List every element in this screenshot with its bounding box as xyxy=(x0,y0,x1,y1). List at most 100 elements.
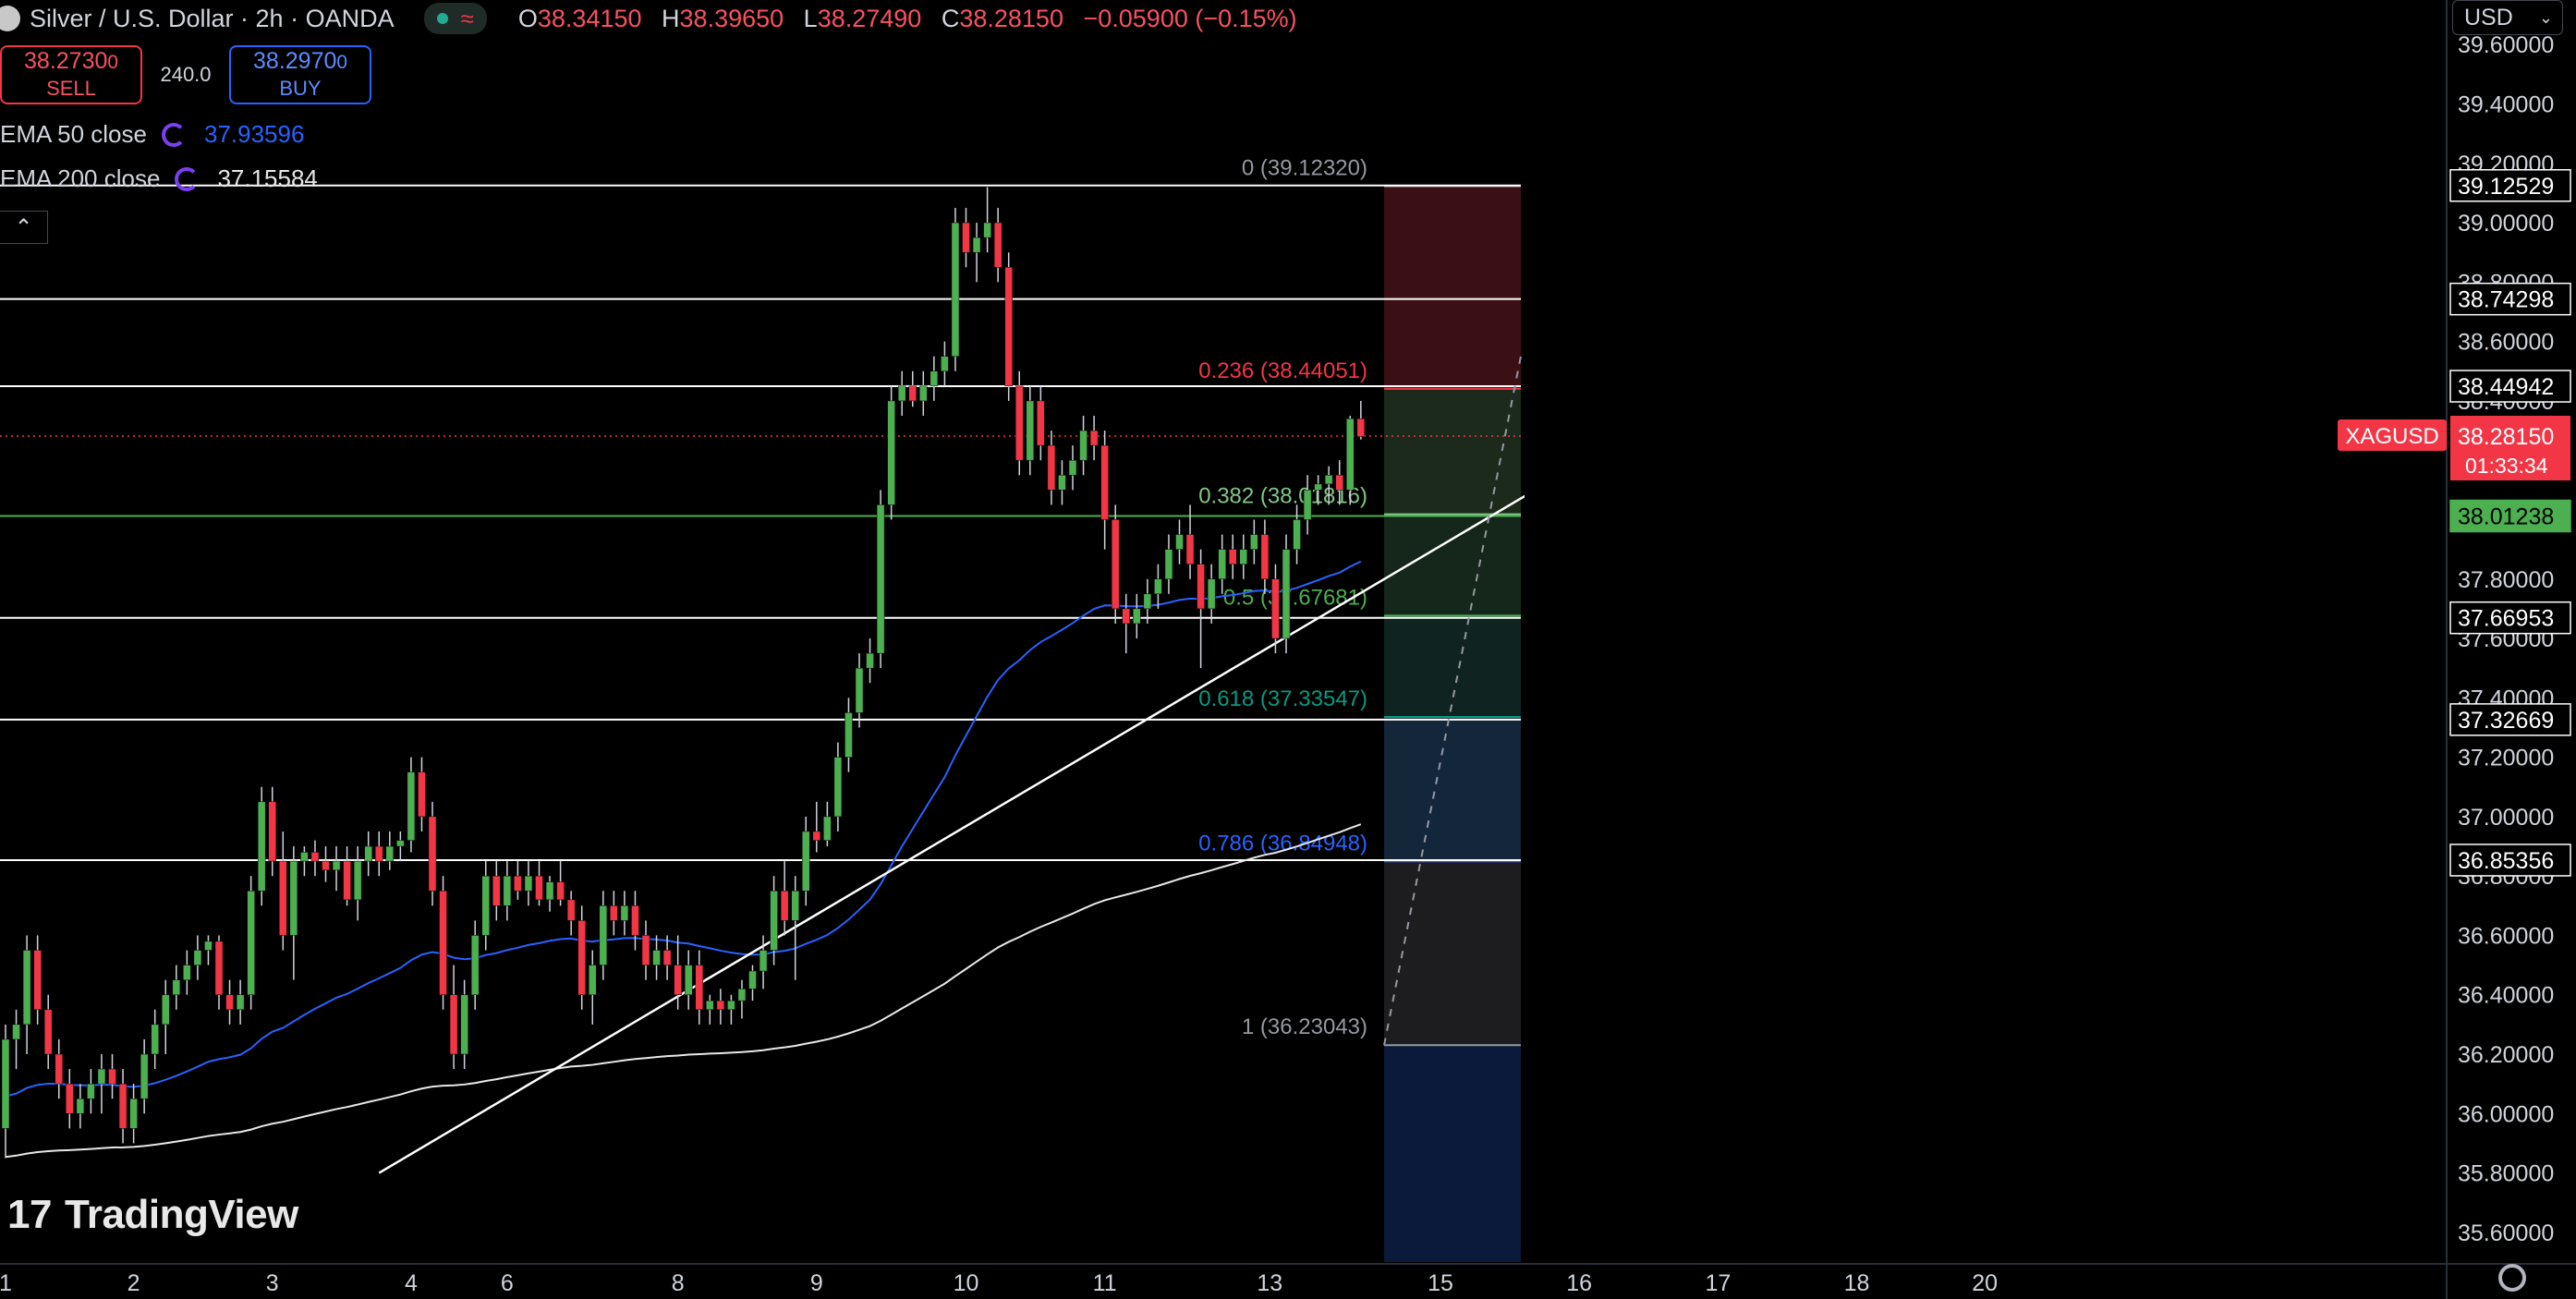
candle xyxy=(12,1024,20,1040)
candle xyxy=(268,801,276,862)
time-tick-label: 16 xyxy=(1566,1270,1592,1296)
tradingview-logo-icon: 17 xyxy=(7,1192,52,1237)
collapse-legend-button[interactable]: ⌃ xyxy=(0,211,48,244)
candle xyxy=(887,400,895,505)
time-tick-label: 6 xyxy=(501,1270,514,1296)
ema50-label: EMA 50 close xyxy=(0,120,147,148)
sell-button[interactable]: 38.27300 SELL xyxy=(0,45,142,104)
time-tick-label: 4 xyxy=(405,1270,418,1296)
candle xyxy=(1026,400,1035,461)
candle xyxy=(1,1038,10,1129)
candle xyxy=(577,920,586,995)
ema50-value: 37.93596 xyxy=(203,120,305,148)
trendline[interactable] xyxy=(378,492,1531,1174)
time-tick-label: 9 xyxy=(810,1270,823,1296)
price-tick-label: 39.60000 xyxy=(2458,32,2554,58)
ema200-value: 37.15584 xyxy=(217,164,318,192)
symbol-tag xyxy=(2338,419,2447,451)
candle xyxy=(737,989,747,1002)
buy-button[interactable]: 38.29700 BUY xyxy=(229,45,371,104)
candle xyxy=(812,831,821,841)
candle xyxy=(97,1068,106,1085)
candle xyxy=(908,385,917,402)
close-value: 38.28150 xyxy=(959,4,1063,32)
fib-zone xyxy=(1384,514,1521,616)
level-price-label: 38.01238 xyxy=(2458,504,2554,529)
candle xyxy=(449,994,458,1055)
candle xyxy=(535,875,543,901)
time-tick-label: 18 xyxy=(1844,1270,1870,1296)
candle xyxy=(22,950,31,1026)
fib-label: 0.618 (37.33547) xyxy=(1198,686,1367,711)
chevron-down-icon: ⌄ xyxy=(2538,7,2553,27)
candle xyxy=(759,950,768,972)
ohlc-values: O38.34150 H38.39650 L38.27490 C38.28150 … xyxy=(517,4,1297,32)
candle xyxy=(1111,519,1120,610)
candle xyxy=(1346,418,1355,491)
settings-gear-icon[interactable] xyxy=(2498,1264,2526,1292)
market-status[interactable]: ≈ xyxy=(423,3,487,34)
market-open-dot-icon xyxy=(436,13,448,24)
candle xyxy=(941,356,949,372)
price-tick-label: 39.00000 xyxy=(2458,211,2554,237)
candle xyxy=(556,881,565,901)
ema200-legend[interactable]: EMA 200 close 37.15584 xyxy=(0,164,318,193)
open-value: 38.34150 xyxy=(537,4,642,32)
price-axis xyxy=(1525,0,2576,1299)
candle xyxy=(674,965,682,995)
ema50-line xyxy=(5,560,1362,1098)
candle xyxy=(1079,430,1088,461)
low-value: 38.27490 xyxy=(817,4,922,32)
candle xyxy=(1058,475,1066,491)
candle xyxy=(706,1000,714,1011)
candle xyxy=(620,905,629,921)
change-value: −0.05900 (−0.15%) xyxy=(1083,4,1297,32)
level-price-tag xyxy=(2449,282,2571,316)
level-price-tag xyxy=(2449,703,2571,736)
candle xyxy=(641,935,650,965)
candle xyxy=(300,852,309,862)
symbol-tag-label: XAGUSD xyxy=(2345,424,2438,449)
currency-label: USD xyxy=(2464,4,2513,30)
candle xyxy=(897,385,906,402)
fib-zone xyxy=(1384,186,1521,389)
candle xyxy=(353,860,362,901)
candle xyxy=(1293,519,1301,550)
ema50-legend[interactable]: EMA 50 close 37.93596 xyxy=(0,120,304,149)
candle xyxy=(162,994,170,1026)
fib-label: 0.5 (37.67681) xyxy=(1223,585,1367,610)
tradingview-logo: 17 TradingView xyxy=(7,1192,298,1238)
candle xyxy=(1260,534,1270,580)
candle xyxy=(684,965,693,995)
candle xyxy=(951,222,960,357)
candle xyxy=(748,970,757,989)
candle xyxy=(652,950,661,965)
candle xyxy=(118,1083,128,1129)
data-delay-icon: ≈ xyxy=(460,4,474,32)
candle xyxy=(503,875,512,906)
time-tick-label: 20 xyxy=(1972,1270,1998,1296)
candle xyxy=(332,860,341,870)
candle xyxy=(193,950,202,965)
candle xyxy=(55,1053,63,1085)
level-price-tag xyxy=(2449,499,2571,533)
candle xyxy=(1271,578,1280,639)
candle xyxy=(610,905,618,921)
price-tick-label: 37.20000 xyxy=(2458,746,2554,771)
currency-select[interactable]: USD ⌄ xyxy=(2452,0,2563,35)
candle xyxy=(524,875,533,892)
candle xyxy=(151,1024,159,1055)
candle xyxy=(1324,475,1333,485)
candle xyxy=(1143,593,1152,610)
candle xyxy=(983,222,991,238)
candle xyxy=(396,840,405,847)
candle xyxy=(770,890,778,951)
loading-icon xyxy=(161,122,186,147)
time-tick-label: 8 xyxy=(672,1270,685,1296)
candle xyxy=(322,860,330,870)
level-price-label: 39.12529 xyxy=(2458,174,2554,200)
candle xyxy=(545,881,554,901)
symbol-title[interactable]: Silver / U.S. Dollar · 2h · OANDA xyxy=(30,4,395,32)
candle xyxy=(716,1000,725,1011)
